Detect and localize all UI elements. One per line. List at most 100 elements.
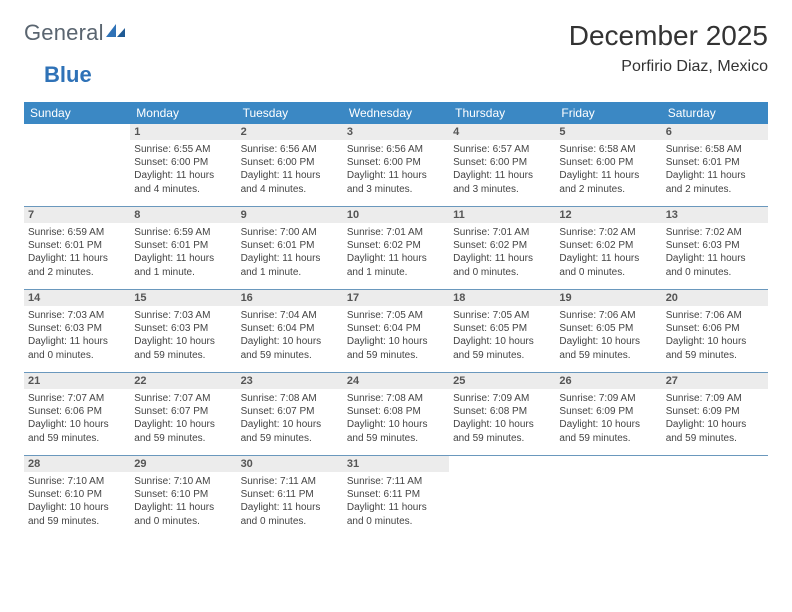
day-number: 14	[24, 290, 130, 306]
day-body: Sunrise: 6:59 AMSunset: 6:01 PMDaylight:…	[130, 223, 236, 283]
day-body: Sunrise: 6:56 AMSunset: 6:00 PMDaylight:…	[343, 140, 449, 200]
day-body: Sunrise: 7:05 AMSunset: 6:04 PMDaylight:…	[343, 306, 449, 366]
day-number: 9	[237, 207, 343, 223]
day-cell: 27Sunrise: 7:09 AMSunset: 6:09 PMDayligh…	[662, 373, 768, 455]
day-body: Sunrise: 7:06 AMSunset: 6:05 PMDaylight:…	[555, 306, 661, 366]
day-cell: 21Sunrise: 7:07 AMSunset: 6:06 PMDayligh…	[24, 373, 130, 455]
sunset-text: Sunset: 6:00 PM	[241, 156, 339, 169]
day-cell: 31Sunrise: 7:11 AMSunset: 6:11 PMDayligh…	[343, 456, 449, 538]
daylight-line2: and 3 minutes.	[347, 183, 445, 196]
daylight-line1: Daylight: 11 hours	[241, 501, 339, 514]
daylight-line2: and 0 minutes.	[666, 266, 764, 279]
daylight-line2: and 0 minutes.	[453, 266, 551, 279]
day-number: 8	[130, 207, 236, 223]
logo-text-general: General	[24, 20, 104, 46]
sunset-text: Sunset: 6:03 PM	[134, 322, 232, 335]
day-number: 26	[555, 373, 661, 389]
daylight-line1: Daylight: 10 hours	[347, 418, 445, 431]
day-body: Sunrise: 7:11 AMSunset: 6:11 PMDaylight:…	[343, 472, 449, 532]
sunset-text: Sunset: 6:04 PM	[241, 322, 339, 335]
sunrise-text: Sunrise: 7:04 AM	[241, 309, 339, 322]
day-number: 18	[449, 290, 555, 306]
daylight-line2: and 0 minutes.	[28, 349, 126, 362]
sunrise-text: Sunrise: 6:59 AM	[134, 226, 232, 239]
day-cell: 5Sunrise: 6:58 AMSunset: 6:00 PMDaylight…	[555, 124, 661, 206]
weekday-wednesday: Wednesday	[343, 102, 449, 124]
day-cell: 30 Sunrise: 7:11 AMSunset: 6:11 PMDayligh…	[237, 456, 343, 538]
day-number: 6	[662, 124, 768, 140]
sunset-text: Sunset: 6:04 PM	[347, 322, 445, 335]
day-number: 1	[130, 124, 236, 140]
daylight-line1: Daylight: 11 hours	[28, 252, 126, 265]
sunrise-text: Sunrise: 7:03 AM	[134, 309, 232, 322]
logo-text-blue: Blue	[44, 62, 92, 87]
week-row: 7Sunrise: 6:59 AMSunset: 6:01 PMDaylight…	[24, 206, 768, 289]
sunrise-text: Sunrise: 7:09 AM	[453, 392, 551, 405]
day-body: Sunrise: 7:09 AMSunset: 6:08 PMDaylight:…	[449, 389, 555, 449]
day-body: Sunrise: 7:09 AMSunset: 6:09 PMDaylight:…	[555, 389, 661, 449]
day-body: Sunrise: 7:08 AMSunset: 6:08 PMDaylight:…	[343, 389, 449, 449]
sunset-text: Sunset: 6:09 PM	[559, 405, 657, 418]
daylight-line2: and 59 minutes.	[347, 432, 445, 445]
day-cell: 19Sunrise: 7:06 AMSunset: 6:05 PMDayligh…	[555, 290, 661, 372]
day-number: 15	[130, 290, 236, 306]
day-cell: 3Sunrise: 6:56 AMSunset: 6:00 PMDaylight…	[343, 124, 449, 206]
day-body: Sunrise: 7:07 AMSunset: 6:07 PMDaylight:…	[130, 389, 236, 449]
sunrise-text: Sunrise: 7:11 AM	[347, 475, 445, 488]
daylight-line2: and 59 minutes.	[28, 432, 126, 445]
day-body: Sunrise: 6:58 AMSunset: 6:01 PMDaylight:…	[662, 140, 768, 200]
sunrise-text: Sunrise: 7:05 AM	[453, 309, 551, 322]
sunset-text: Sunset: 6:11 PM	[241, 488, 339, 501]
day-cell: 29Sunrise: 7:10 AMSunset: 6:10 PMDayligh…	[130, 456, 236, 538]
weekday-sunday: Sunday	[24, 102, 130, 124]
day-body: Sunrise: 7:05 AMSunset: 6:05 PMDaylight:…	[449, 306, 555, 366]
sunrise-text: Sunrise: 7:11 AM	[241, 475, 339, 488]
daylight-line2: and 59 minutes.	[134, 349, 232, 362]
daylight-line1: Daylight: 10 hours	[453, 418, 551, 431]
day-number: 31	[343, 456, 449, 472]
day-cell	[662, 456, 768, 538]
sunset-text: Sunset: 6:00 PM	[134, 156, 232, 169]
daylight-line1: Daylight: 11 hours	[453, 252, 551, 265]
daylight-line1: Daylight: 10 hours	[241, 418, 339, 431]
day-cell: 7Sunrise: 6:59 AMSunset: 6:01 PMDaylight…	[24, 207, 130, 289]
day-cell: 2Sunrise: 6:56 AMSunset: 6:00 PMDaylight…	[237, 124, 343, 206]
day-cell: 25Sunrise: 7:09 AMSunset: 6:08 PMDayligh…	[449, 373, 555, 455]
sunrise-text: Sunrise: 7:02 AM	[559, 226, 657, 239]
sunrise-text: Sunrise: 7:06 AM	[666, 309, 764, 322]
sunset-text: Sunset: 6:05 PM	[453, 322, 551, 335]
daylight-line2: and 59 minutes.	[134, 432, 232, 445]
sunrise-text: Sunrise: 6:58 AM	[666, 143, 764, 156]
day-cell: 20Sunrise: 7:06 AMSunset: 6:06 PMDayligh…	[662, 290, 768, 372]
day-cell: 6Sunrise: 6:58 AMSunset: 6:01 PMDaylight…	[662, 124, 768, 206]
day-cell: 1Sunrise: 6:55 AMSunset: 6:00 PMDaylight…	[130, 124, 236, 206]
day-number: 17	[343, 290, 449, 306]
sunset-text: Sunset: 6:02 PM	[559, 239, 657, 252]
daylight-line2: and 2 minutes.	[28, 266, 126, 279]
sunset-text: Sunset: 6:10 PM	[28, 488, 126, 501]
weekday-monday: Monday	[130, 102, 236, 124]
day-cell: 16Sunrise: 7:04 AMSunset: 6:04 PMDayligh…	[237, 290, 343, 372]
daylight-line1: Daylight: 10 hours	[559, 335, 657, 348]
day-cell: 26Sunrise: 7:09 AMSunset: 6:09 PMDayligh…	[555, 373, 661, 455]
day-body: Sunrise: 7:08 AMSunset: 6:07 PMDaylight:…	[237, 389, 343, 449]
sunset-text: Sunset: 6:11 PM	[347, 488, 445, 501]
day-number: 29	[130, 456, 236, 472]
daylight-line1: Daylight: 11 hours	[134, 169, 232, 182]
sunset-text: Sunset: 6:03 PM	[666, 239, 764, 252]
day-body: Sunrise: 6:59 AMSunset: 6:01 PMDaylight:…	[24, 223, 130, 283]
day-number: 30	[237, 456, 343, 472]
sunset-text: Sunset: 6:01 PM	[241, 239, 339, 252]
day-number: 23	[237, 373, 343, 389]
sunset-text: Sunset: 6:02 PM	[453, 239, 551, 252]
daylight-line1: Daylight: 10 hours	[28, 418, 126, 431]
daylight-line1: Daylight: 11 hours	[559, 169, 657, 182]
day-body: Sunrise: 6:56 AMSunset: 6:00 PMDaylight:…	[237, 140, 343, 200]
sunset-text: Sunset: 6:01 PM	[134, 239, 232, 252]
month-title: December 2025	[569, 20, 768, 52]
sunrise-text: Sunrise: 7:05 AM	[347, 309, 445, 322]
day-body: Sunrise: 7:01 AMSunset: 6:02 PMDaylight:…	[449, 223, 555, 283]
day-cell: 14Sunrise: 7:03 AMSunset: 6:03 PMDayligh…	[24, 290, 130, 372]
sunrise-text: Sunrise: 7:10 AM	[134, 475, 232, 488]
sunrise-text: Sunrise: 7:07 AM	[134, 392, 232, 405]
